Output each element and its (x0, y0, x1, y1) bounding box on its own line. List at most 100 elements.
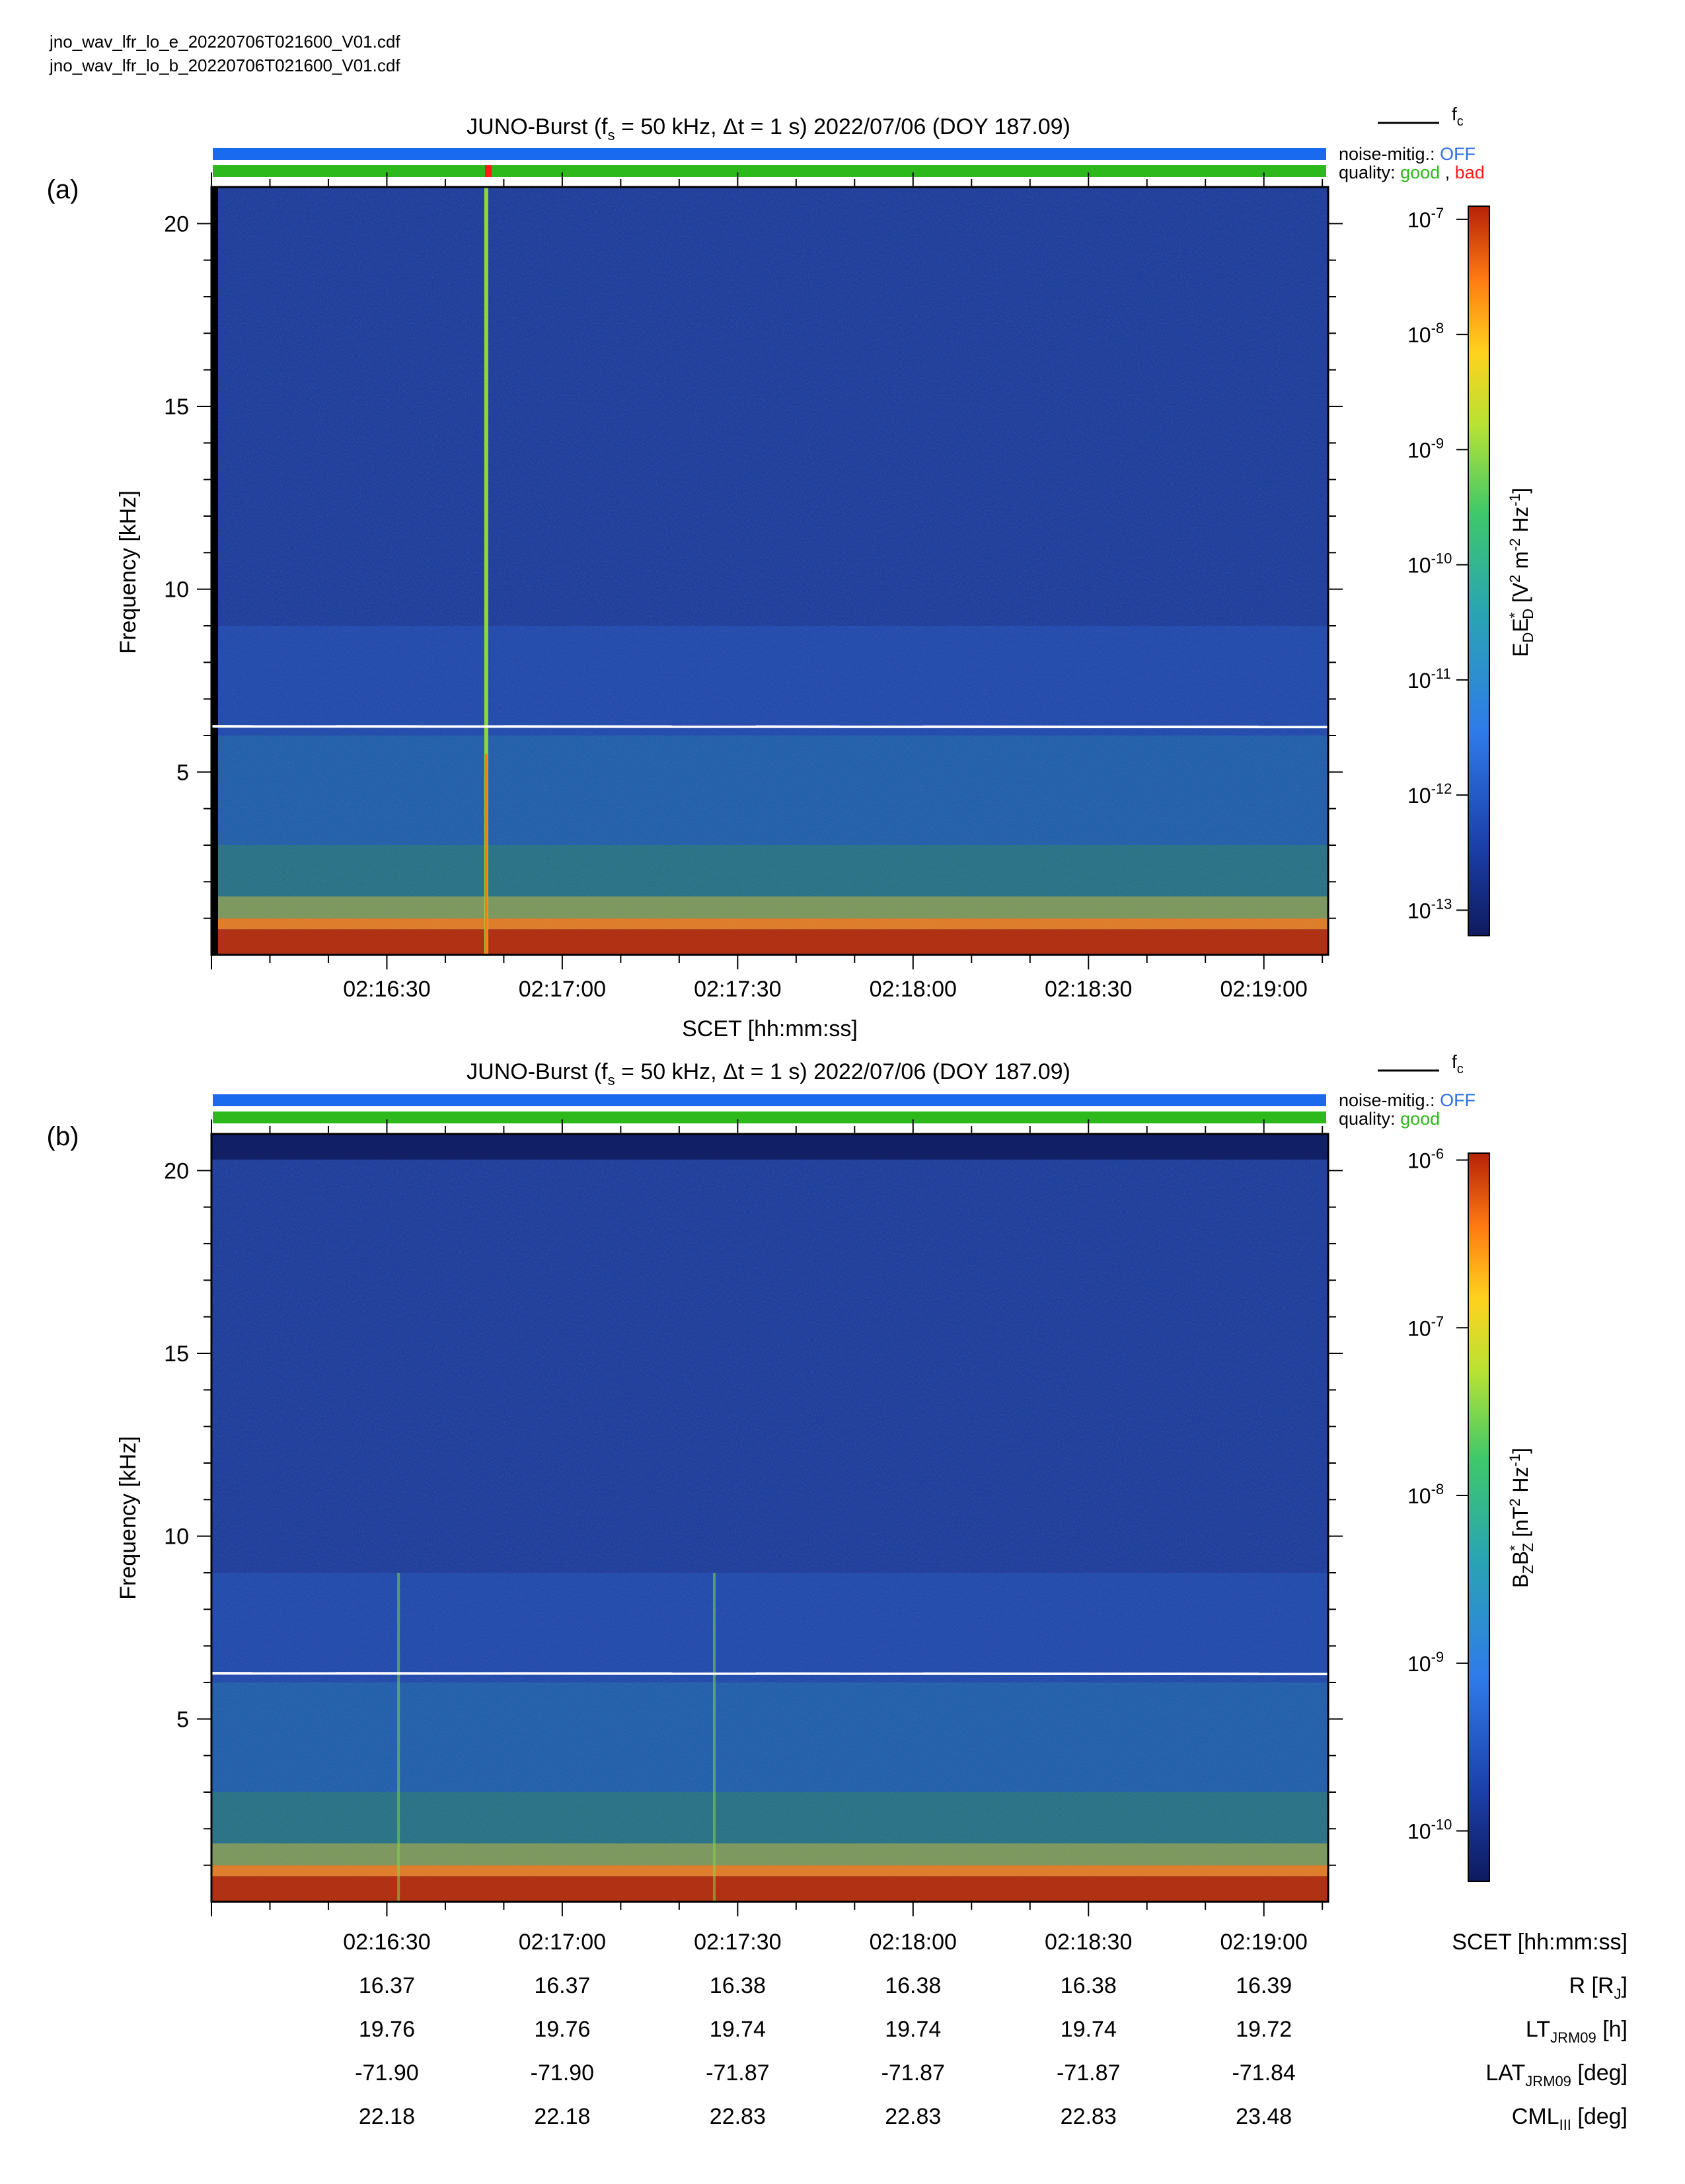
panel-b: JUNO-Burst (fs = 50 kHz, Δt = 1 s) 2022/… (47, 1051, 1536, 1916)
panel-b-title: JUNO-Burst (fs = 50 kHz, Δt = 1 s) 2022/… (467, 1059, 1070, 1088)
panel-b-letter: (b) (47, 1122, 79, 1151)
panel-b-noise-legend: noise-mitig.: OFF (1339, 1090, 1476, 1110)
panel-b-impulse-1 (712, 1573, 716, 1902)
ephemeris-value: 02:18:30 (1045, 1930, 1132, 1955)
file-name-b: jno_wav_lfr_lo_b_20220706T021600_V01.cdf (49, 56, 400, 75)
panel-a-quality-bar (213, 165, 1326, 177)
panel-b-axes: 5 10 15 20 (164, 1119, 1343, 1916)
ephemeris-row-label: LTJRM09 [h] (1526, 2017, 1628, 2046)
panel-a-impulses (484, 187, 488, 955)
panel-a-spectrogram-texture (211, 187, 1328, 955)
panel-a-ytick-label: 5 (176, 760, 189, 785)
panel-a-colorbar-tick-label: 10-11 (1407, 665, 1451, 693)
panel-a-spectrogram-band-0-0.7khz (211, 929, 1328, 955)
panel-b-frame (210, 1133, 1329, 1903)
panel-b-spectrogram-band-1.6-3khz (211, 1792, 1328, 1844)
ephemeris-value: 19.74 (710, 2017, 766, 2042)
panel-a-xtick-label: 02:16:30 (343, 977, 430, 1002)
panel-a-xtick-label: 02:18:30 (1045, 977, 1132, 1002)
panel-a-colorbar-tick-label: 10-8 (1407, 320, 1444, 347)
ephemeris-value: 02:19:00 (1220, 1930, 1307, 1955)
panel-a-colorbar-tick-label: 10-13 (1407, 895, 1452, 923)
ephemeris-value: 22.83 (710, 2104, 766, 2129)
panel-a-colorbar-tick-label: 10-7 (1407, 205, 1444, 232)
panel-b-spectrogram-band-6-9khz (211, 1573, 1328, 1682)
panel-b-colorbar-tick-label: 10-10 (1407, 1817, 1452, 1844)
ephemeris-value: 02:16:30 (343, 1930, 430, 1955)
ephemeris-value: 19.76 (359, 2017, 415, 2042)
panel-b-impulse-0 (397, 1573, 400, 1902)
panel-a-noise-legend: noise-mitig.: OFF (1339, 144, 1476, 164)
ephemeris-value: 23.48 (1236, 2104, 1292, 2129)
ephemeris-value: 22.18 (534, 2104, 590, 2129)
panel-b-colorbar-ticks: 10-6 10-7 10-8 10-9 10-10 (1407, 1146, 1468, 1844)
ephemeris-value: -71.87 (706, 2060, 769, 2086)
panel-a-colorbar (1468, 206, 1490, 936)
ephemeris-value: 19.74 (885, 2017, 941, 2042)
ephemeris-value: 02:17:00 (519, 1930, 606, 1955)
ephemeris-value: 19.72 (1236, 2017, 1292, 2042)
panel-a-xtick-label: 02:17:00 (519, 977, 606, 1002)
panel-a-colorbar-label: EDE*D [V2 m-2 Hz-1] (1507, 488, 1536, 657)
panel-b-spectrogram-band-0.7-1khz (211, 1865, 1328, 1877)
ephemeris-value: -71.90 (355, 2060, 418, 2086)
panel-b-spectrogram-band-1-1.6khz (211, 1843, 1328, 1865)
ephemeris-value: 02:18:00 (870, 1930, 957, 1955)
panel-a-ytick-label: 10 (164, 578, 189, 603)
ephemeris-value: 02:17:30 (694, 1930, 781, 1955)
ephemeris-value: -71.87 (881, 2060, 945, 2086)
panel-a: JUNO-Burst (fs = 50 kHz, Δt = 1 s) 2022/… (47, 104, 1536, 1041)
ephemeris-value: 22.18 (359, 2104, 415, 2129)
panel-b-quality-bar (213, 1111, 1326, 1123)
ephemeris-value: 19.74 (1061, 2017, 1117, 2042)
panel-a-noise-bar (213, 148, 1326, 160)
panel-b-colorbar-tick-label: 10-9 (1407, 1649, 1444, 1676)
ephemeris-table: 02:16:30 02:17:00 02:17:30 02:18:00 02:18:30… (343, 1930, 1628, 2133)
panel-b-colorbar (1468, 1152, 1490, 1882)
panel-a-data-gap (211, 187, 218, 955)
panel-b-colorbar-tick-label: 10-6 (1407, 1146, 1444, 1173)
ephemeris-row-label: SCET [hh:mm:ss] (1452, 1930, 1628, 1955)
ephemeris-value: 16.37 (534, 1973, 590, 1998)
panel-a-impulse-core-0 (484, 753, 488, 955)
panel-b-spectrogram-band-0-0.7khz (211, 1876, 1328, 1902)
panel-a-quality-legend: quality: good , bad (1339, 163, 1485, 182)
ephemeris-value: 22.83 (1061, 2104, 1117, 2129)
ephemeris-value: 16.39 (1236, 1973, 1292, 1998)
panel-b-spectrogram-top-band (211, 1134, 1328, 1160)
panel-b-ytick-label: 5 (176, 1707, 189, 1732)
panel-a-colorbar-ticks: 10-7 10-8 10-9 10-10 10-11 10-12 10-13 (1407, 205, 1468, 923)
ephemeris-value: -71.90 (531, 2060, 594, 2086)
ephemeris-value: 16.38 (710, 1973, 766, 1998)
panel-a-x-axis-label: SCET [hh:mm:ss] (682, 1016, 858, 1041)
panel-a-colorbar-tick-label: 10-10 (1407, 550, 1452, 578)
panel-a-fc-legend: fc (1452, 104, 1464, 129)
panel-b-spectrogram-band-3-6khz (211, 1682, 1328, 1792)
ephemeris-value: -71.87 (1057, 2060, 1120, 2086)
ephemeris-row-label: R [RJ] (1569, 1973, 1628, 2002)
ephemeris-value: 16.38 (1061, 1973, 1117, 1998)
panel-b-ytick-label: 10 (164, 1525, 189, 1550)
panel-b-noise-bar (213, 1094, 1326, 1106)
ephemeris-value: 16.38 (885, 1973, 941, 1998)
panel-a-fc-line (211, 725, 1329, 729)
ephemeris-row-label: LATJRM09 [deg] (1485, 2060, 1628, 2090)
panel-b-colorbar-tick-label: 10-8 (1407, 1481, 1444, 1508)
panel-a-axes: 5 10 15 20 02:16:30 02:17:00 02:17:30 02:18:00 0… (164, 172, 1343, 1002)
panel-a-spectrogram-band-3-6khz (211, 735, 1328, 845)
panel-a-spectrogram-band-1.6-3khz (211, 845, 1328, 897)
panel-a-xtick-label: 02:19:00 (1220, 977, 1307, 1002)
panel-a-quality-bad-segment (485, 165, 492, 177)
panel-a-spectrogram-bands (211, 626, 1328, 955)
ephemeris-value: 19.76 (534, 2017, 590, 2042)
panel-a-colorbar-tick-label: 10-9 (1407, 435, 1444, 462)
panel-a-spectrogram-band-1-1.6khz (211, 896, 1328, 919)
panel-b-impulses (397, 1573, 716, 1902)
panel-a-spectrogram-band-0.7-1khz (211, 918, 1328, 930)
panel-a-impulse-0 (484, 187, 488, 955)
panel-a-xtick-label: 02:18:00 (870, 977, 957, 1002)
panel-b-fc-line (211, 1672, 1329, 1676)
panel-a-spectrogram-band-6-9khz (211, 626, 1328, 735)
panel-a-ytick-label: 20 (164, 211, 189, 237)
